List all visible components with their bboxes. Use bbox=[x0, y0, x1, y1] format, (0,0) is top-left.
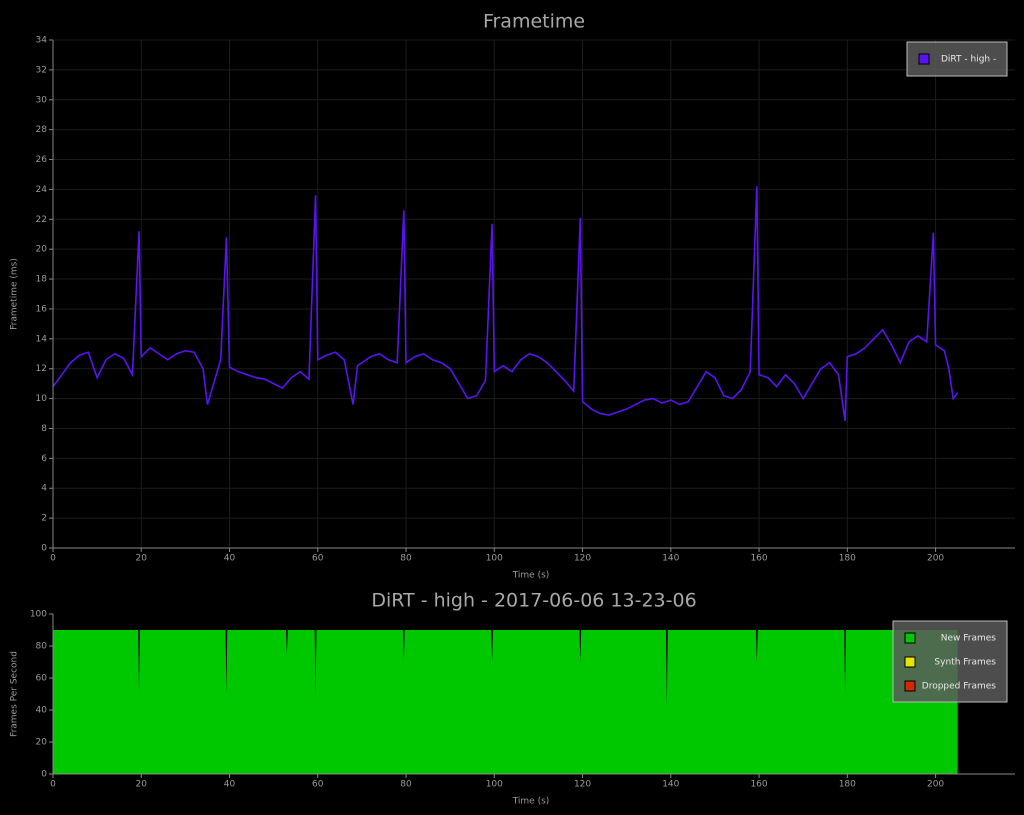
x-tick-label: 20 bbox=[136, 554, 148, 564]
x-tick-label: 200 bbox=[927, 780, 944, 790]
line bbox=[52, 186, 959, 422]
y-axis-label: Frames Per Second bbox=[10, 651, 20, 737]
chart-title: DiRT - high - 2017-06-06 13-23-06 bbox=[371, 590, 696, 612]
legend-swatch bbox=[904, 680, 916, 692]
x-tick-label: 100 bbox=[486, 780, 503, 790]
x-tick-label: 180 bbox=[839, 554, 856, 564]
y-tick-label: 30 bbox=[36, 95, 48, 105]
y-tick-label: 20 bbox=[36, 245, 48, 255]
y-tick-label: 32 bbox=[36, 65, 47, 75]
y-tick-label: 100 bbox=[30, 610, 47, 620]
y-tick-label: 0 bbox=[41, 544, 47, 554]
x-tick-label: 160 bbox=[750, 780, 767, 790]
y-tick-label: 10 bbox=[36, 394, 48, 404]
x-tick-label: 120 bbox=[574, 780, 591, 790]
y-tick-label: 20 bbox=[36, 738, 48, 748]
x-axis-label: Time (s) bbox=[512, 797, 550, 807]
x-tick-label: 200 bbox=[927, 554, 944, 564]
x-tick-label: 60 bbox=[312, 780, 324, 790]
y-tick-label: 4 bbox=[41, 484, 47, 494]
y-tick-label: 60 bbox=[36, 674, 48, 684]
legend-swatch bbox=[904, 632, 916, 644]
area bbox=[53, 630, 958, 774]
y-tick-label: 16 bbox=[36, 304, 48, 314]
x-tick-label: 0 bbox=[50, 780, 56, 790]
y-tick-label: 2 bbox=[41, 514, 47, 524]
legend-label: Dropped Frames bbox=[922, 682, 997, 692]
y-tick-label: 80 bbox=[36, 642, 48, 652]
chart-title: Frametime bbox=[483, 11, 585, 33]
y-tick-label: 26 bbox=[36, 155, 48, 165]
legend-swatch bbox=[918, 53, 930, 65]
y-tick-label: 12 bbox=[36, 364, 47, 374]
x-tick-label: 80 bbox=[400, 780, 412, 790]
y-axis-label: Frametime (ms) bbox=[10, 258, 20, 330]
x-tick-label: 20 bbox=[136, 780, 148, 790]
y-tick-label: 14 bbox=[36, 334, 48, 344]
x-tick-label: 80 bbox=[400, 554, 412, 564]
x-tick-label: 60 bbox=[312, 554, 324, 564]
y-tick-label: 18 bbox=[36, 275, 48, 285]
y-tick-label: 8 bbox=[41, 424, 47, 434]
x-tick-label: 100 bbox=[486, 554, 503, 564]
y-tick-label: 0 bbox=[41, 770, 47, 780]
x-tick-label: 40 bbox=[224, 780, 236, 790]
legend-label: DiRT - high - bbox=[941, 55, 996, 65]
y-tick-label: 40 bbox=[36, 706, 48, 716]
x-tick-label: 40 bbox=[224, 554, 236, 564]
y-tick-label: 34 bbox=[36, 36, 48, 46]
x-axis-label: Time (s) bbox=[512, 571, 550, 581]
legend-swatch bbox=[904, 656, 916, 668]
x-tick-label: 160 bbox=[750, 554, 767, 564]
x-tick-label: 140 bbox=[662, 554, 679, 564]
y-tick-label: 6 bbox=[41, 454, 47, 464]
y-tick-label: 24 bbox=[36, 185, 48, 195]
legend-label: New Frames bbox=[941, 634, 997, 644]
y-tick-label: 28 bbox=[36, 125, 48, 135]
x-tick-label: 120 bbox=[574, 554, 591, 564]
x-tick-label: 0 bbox=[50, 554, 56, 564]
legend-label: Synth Frames bbox=[934, 658, 996, 668]
y-tick-label: 22 bbox=[36, 215, 47, 225]
x-tick-label: 180 bbox=[839, 780, 856, 790]
x-tick-label: 140 bbox=[662, 780, 679, 790]
